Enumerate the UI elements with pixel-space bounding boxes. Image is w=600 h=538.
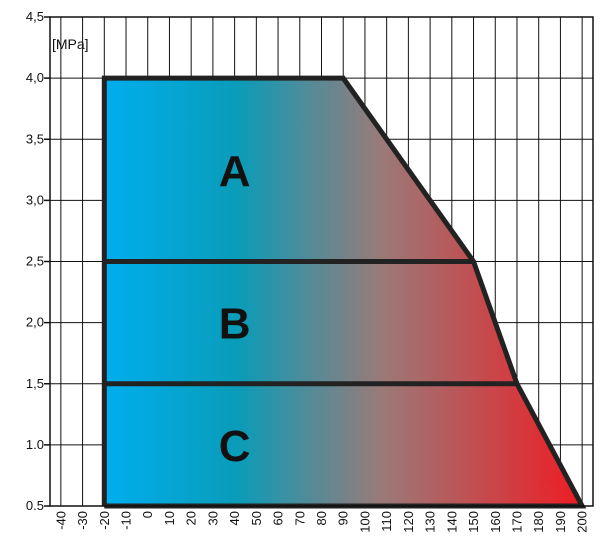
x-tick-label: 40 [227,511,242,525]
region-label-a: A [219,147,251,196]
x-tick-label: 170 [509,511,524,533]
x-tick-label: 180 [531,511,546,533]
x-tick-label: 30 [205,511,220,525]
x-tick-label: 150 [466,511,481,533]
x-tick-label: -30 [75,511,90,530]
y-axis-unit-label: [MPa] [52,36,89,52]
axes: 0.5 1.0 1,5 2,0 2,5 3,0 3,5 4,0 4,5 -40 -30 -20 -10 0… [26,9,594,533]
region-label-c: C [219,422,251,471]
x-tick-label: 110 [379,511,394,532]
x-tick-label: 0 [140,511,155,518]
x-axis-unit-label: [°C] [540,475,564,491]
y-tick-label: 3,5 [26,131,44,146]
labels: [MPa] [°C] A B C [52,36,563,491]
x-tick-label: -40 [53,511,68,530]
x-tick-label: 200 [575,511,590,533]
x-tick-label: 100 [357,511,372,533]
x-tick-label: -20 [97,511,112,530]
x-tick-label: 120 [401,511,416,533]
region-label-b: B [219,300,251,349]
y-tick-label: 0.5 [26,498,44,513]
y-tick-label: 1,5 [26,376,44,391]
y-tick-label: 4,5 [26,9,44,24]
x-tick-label: 60 [271,511,286,525]
x-tick-label: 160 [488,511,503,533]
x-tick-label: 80 [314,511,329,525]
x-tick-label: 90 [336,511,351,525]
envelope-fill [104,78,583,506]
y-tick-label: 2,5 [26,254,44,269]
x-tick-label: 190 [553,511,568,533]
x-tick-label: -10 [119,511,134,530]
envelope-area [101,75,587,509]
y-tick-label: 4,0 [26,70,44,85]
x-tick-label: 10 [162,511,177,525]
x-tick-label: 20 [184,511,199,525]
x-tick-label: 130 [423,511,438,533]
x-tick-label: 50 [249,511,264,525]
y-tick-label: 2,0 [26,315,44,330]
x-tick-label: 140 [444,511,459,533]
y-tick-label: 3,0 [26,192,44,207]
x-tick-label: 70 [292,511,307,525]
y-tick-label: 1.0 [26,437,44,452]
